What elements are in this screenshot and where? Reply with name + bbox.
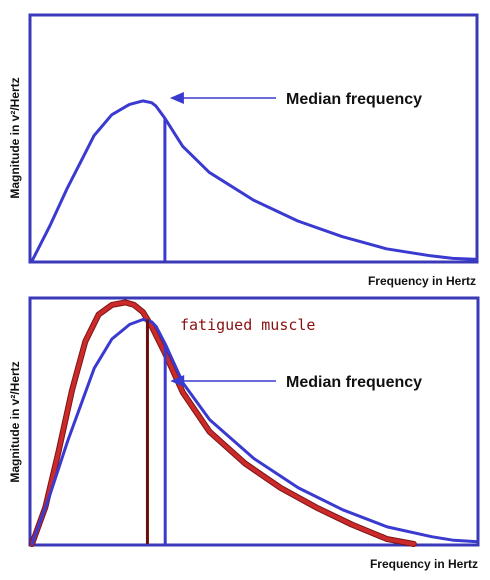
panel-2-normal-spectrum-line — [30, 318, 478, 546]
panel-2-frame — [28, 296, 480, 547]
chart-panel-2: fatigued muscle Median frequency Frequen… — [8, 296, 480, 571]
panel-2-fatigued-label: fatigued muscle — [180, 316, 315, 334]
panel-2-x-axis-label: Frequency in Hertz — [370, 557, 478, 571]
panel-1-frame — [28, 13, 479, 264]
panel-1-x-axis-label: Frequency in Hertz — [368, 274, 476, 288]
panel-2-fatigued-spectrum-outline — [29, 299, 417, 547]
panel-2-y-axis-label: Magnitude in v²/Hertz — [8, 361, 22, 482]
panel-1-normal-spectrum-line — [30, 99, 477, 263]
panel-1-median-arrow-head — [169, 92, 184, 104]
chart-panel-1: Median frequency Frequency in Hertz Magn… — [8, 13, 479, 288]
panel-1-median-label: Median frequency — [286, 91, 422, 108]
panel-2-median-arrow-head — [170, 375, 185, 387]
panel-1-y-axis-label: Magnitude in v²/Hertz — [8, 77, 22, 198]
panel-2-median-label: Median frequency — [286, 374, 422, 391]
